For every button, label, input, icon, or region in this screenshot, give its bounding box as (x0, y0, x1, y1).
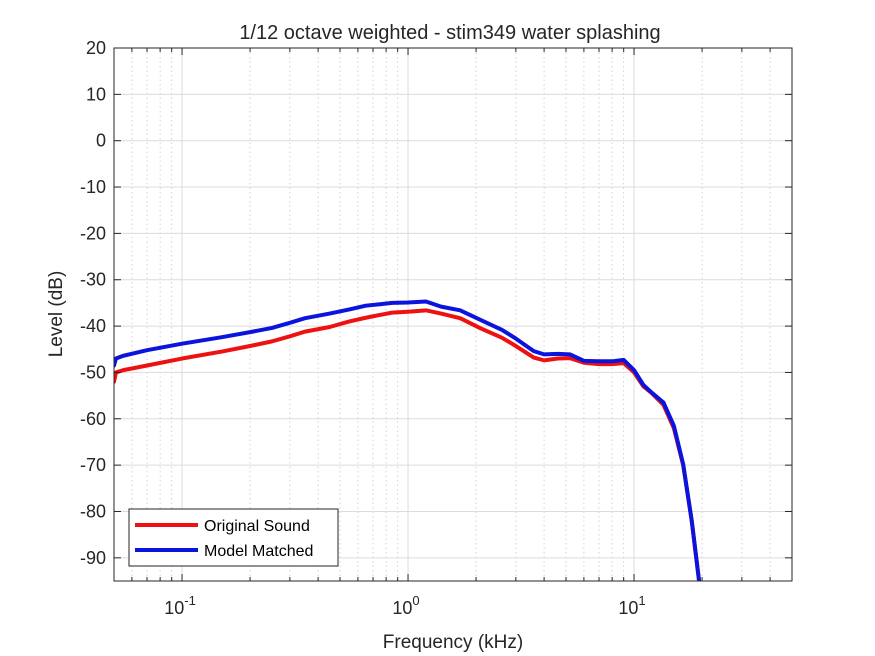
chart-title: 1/12 octave weighted - stim349 water spl… (239, 22, 660, 44)
y-tick-label: -90 (80, 548, 106, 568)
plot-frame (113, 47, 793, 582)
y-tick-label: -60 (80, 409, 106, 429)
x-axis-label: Frequency (kHz) (383, 632, 523, 653)
y-tick-label: -10 (80, 177, 106, 197)
y-tick-label: 10 (86, 84, 106, 104)
minor-grid (131, 48, 771, 581)
legend-label-model: Model Matched (204, 543, 313, 560)
x-tick-label: 100 (392, 593, 419, 618)
y-tick-labels: 20 10 0 -10 -20 -30 -40 -50 -60 -70 -80 -90 (80, 38, 106, 568)
y-tick-label: -40 (80, 316, 106, 336)
y-tick-label: -70 (80, 455, 106, 475)
y-tick-label: 20 (86, 38, 106, 58)
legend-box (128, 508, 339, 567)
series-layer (114, 299, 702, 581)
y-axis-label: Level (dB) (46, 271, 67, 358)
x-tick-label: 101 (618, 593, 645, 618)
x-tick-label: 10-1 (164, 593, 196, 618)
x-tick-labels: 10-1 100 101 (164, 593, 645, 618)
y-tick-label: -50 (80, 362, 106, 382)
y-tick-label: -80 (80, 501, 106, 521)
legend-label-original: Original Sound (204, 518, 310, 535)
tick-marks (114, 47, 792, 581)
y-tick-label: -30 (80, 270, 106, 290)
y-tick-label: -20 (80, 223, 106, 243)
series-line-model-matched (114, 299, 702, 581)
y-tick-label: 0 (96, 131, 106, 151)
legend: Original Sound Model Matched (128, 508, 339, 567)
